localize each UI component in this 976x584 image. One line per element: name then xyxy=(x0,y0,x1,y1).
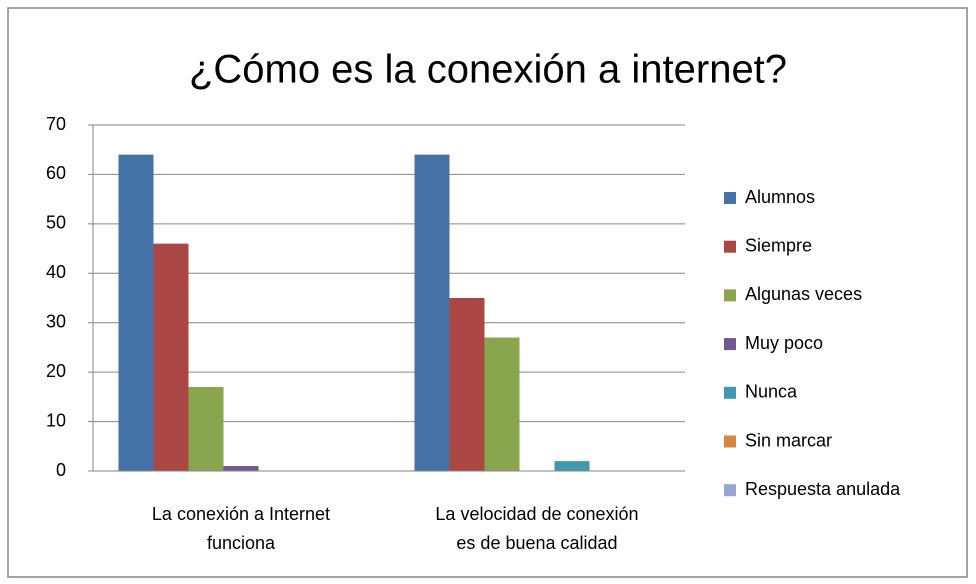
y-tick-label: 10 xyxy=(46,410,66,430)
legend-label: Respuesta anulada xyxy=(745,479,901,499)
legend-swatch xyxy=(724,435,736,448)
bar xyxy=(414,154,450,471)
y-tick-label: 70 xyxy=(46,114,66,134)
legend-label: Muy poco xyxy=(745,333,823,353)
legend-swatch xyxy=(724,240,736,253)
legend-label: Siempre xyxy=(745,235,812,255)
legend-swatch xyxy=(724,289,736,302)
y-tick-label: 60 xyxy=(46,163,66,183)
bar xyxy=(118,154,154,471)
y-tick-label: 40 xyxy=(46,262,66,282)
x-tick-label: La velocidad de conexión es de buena cal… xyxy=(435,504,639,553)
y-tick-label: 50 xyxy=(46,213,66,233)
y-tick-label: 0 xyxy=(56,460,66,480)
bar xyxy=(223,466,259,471)
legend-swatch xyxy=(724,192,736,204)
legend-label: Algunas veces xyxy=(745,284,862,304)
bar xyxy=(449,298,485,471)
bar xyxy=(484,337,520,471)
legend-swatch xyxy=(724,386,736,399)
legend-label: Alumnos xyxy=(745,187,815,207)
bar xyxy=(188,386,224,471)
y-tick-label: 20 xyxy=(46,361,66,381)
bar xyxy=(554,461,590,471)
chart-title: ¿Cómo es la conexión a internet? xyxy=(189,48,787,92)
legend-label: Sin marcar xyxy=(745,430,832,450)
legend-swatch xyxy=(724,484,736,497)
legend-swatch xyxy=(724,338,736,351)
bar xyxy=(153,243,189,471)
y-tick-label: 30 xyxy=(46,311,66,331)
legend-label: Nunca xyxy=(745,382,798,402)
x-tick-label: La conexión a Internet funciona xyxy=(151,504,331,553)
